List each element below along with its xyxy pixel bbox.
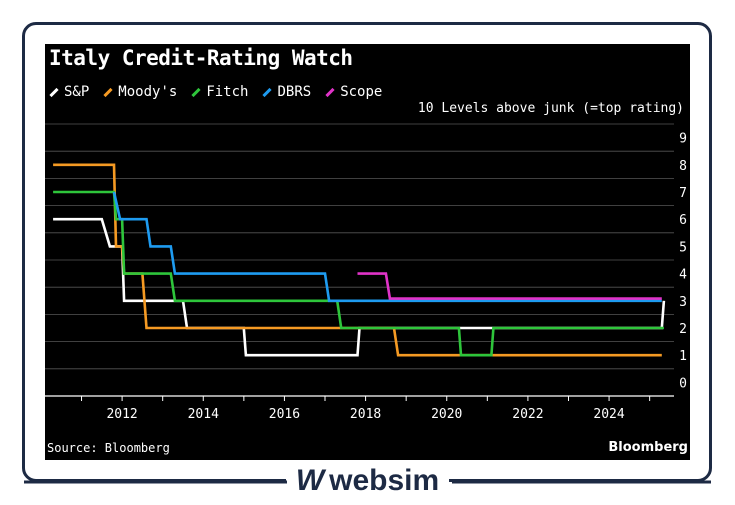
legend-label-fitch: Fitch [206, 84, 249, 100]
x-tick-label: 2012 [106, 407, 137, 422]
y-tick-label: 2 [679, 322, 687, 337]
y-tick-label: 8 [679, 159, 687, 174]
x-tick-label: 2024 [593, 407, 624, 422]
legend-label-dbrs: DBRS [277, 84, 312, 100]
y-tick-label: 0 [679, 376, 687, 391]
chart-legend: S&P Moody's Fitch DBRS Scope [49, 82, 382, 102]
chart-panel: Italy Credit-Rating Watch S&P Moody's Fi… [45, 44, 690, 460]
websim-text: websim [329, 464, 440, 497]
legend-item-scope: Scope [325, 84, 382, 100]
bloomberg-logo: Bloomberg [608, 440, 688, 455]
websim-mark-icon: W [295, 464, 324, 497]
series-line-fitch [53, 190, 664, 357]
legend-label-scope: Scope [340, 84, 383, 100]
x-tick-label: 2022 [512, 407, 543, 422]
x-tick-label: 2020 [431, 407, 462, 422]
x-tick-label: 2016 [269, 407, 300, 422]
series-line-dbrs [112, 191, 662, 303]
x-tick-label: 2018 [350, 407, 381, 422]
x-tick-label: 2014 [188, 407, 219, 422]
websim-watermark: W websim [0, 460, 735, 502]
y-axis-unit-label: 10 Levels above junk (=top rating) [417, 101, 684, 116]
chart-title: Italy Credit-Rating Watch [49, 46, 353, 70]
series-line-scope [357, 272, 662, 300]
websim-logo: W websim [285, 464, 450, 498]
legend-item-dbrs: DBRS [262, 84, 311, 100]
y-tick-label: 1 [679, 349, 687, 364]
y-tick-label: 9 [679, 132, 687, 147]
y-tick-label: 5 [679, 240, 687, 255]
chart-plot: 0 1 2 3 4 5 6 7 8 9 2012 2014 2016 2018 2020 2022 2024 [45, 123, 687, 422]
legend-label-moodys: Moody's [118, 84, 178, 100]
y-tick-label: 6 [679, 213, 687, 228]
y-tick-label: 3 [679, 295, 687, 310]
legend-item-moodys: Moody's [103, 84, 177, 100]
y-tick-label: 7 [679, 186, 687, 201]
legend-item-fitch: Fitch [191, 84, 248, 100]
source-note: Source: Bloomberg [47, 441, 170, 455]
legend-label-sp: S&P [64, 84, 90, 100]
legend-item-sp: S&P [49, 84, 89, 100]
y-tick-label: 4 [679, 268, 687, 283]
